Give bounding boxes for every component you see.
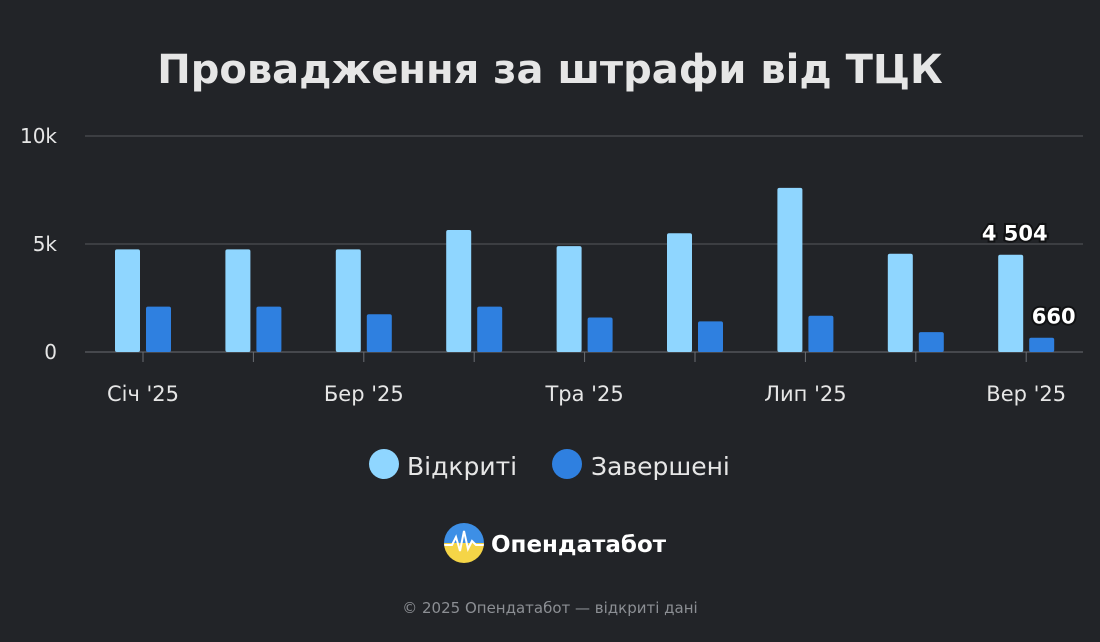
bar-opened[interactable] [335, 249, 361, 352]
credits[interactable]: © 2025 Опендатабот — відкриті дані [402, 599, 697, 617]
data-label: 660 [1032, 305, 1076, 329]
x-axis: Січ '25 Бер '25 Тра '25 Лип '25 Вер '25 [107, 352, 1066, 406]
brand-name: Опендатабот [491, 532, 667, 558]
bar-opened[interactable] [667, 233, 692, 352]
legend-label-closed: Завершені [591, 452, 730, 481]
bar-closed[interactable] [918, 332, 944, 352]
bars [115, 187, 1055, 352]
brand-logo-icon [444, 523, 484, 563]
chart-title: Провадження за штрафи від ТЦК [157, 47, 943, 93]
bar-opened[interactable] [446, 229, 472, 352]
legend-label-opened: Відкриті [407, 452, 517, 481]
bar-opened[interactable] [998, 254, 1024, 352]
x-tick-label: Вер '25 [986, 382, 1066, 406]
bar-closed[interactable] [1029, 337, 1055, 352]
data-labels: 4 504 660 [980, 220, 1078, 331]
bar-opened[interactable] [777, 187, 803, 352]
bar-closed[interactable] [256, 306, 282, 352]
legend-marker-opened [369, 449, 399, 479]
bar-closed[interactable] [587, 317, 613, 352]
x-tick-label: Бер '25 [324, 382, 404, 406]
legend-marker-closed [552, 449, 582, 479]
bar-opened[interactable] [556, 246, 582, 352]
x-tick-label: Січ '25 [107, 382, 179, 406]
y-tick-label: 0 [44, 340, 57, 364]
y-tick-label: 10k [20, 124, 57, 148]
bar-closed[interactable] [808, 315, 834, 352]
data-label: 4 504 [982, 222, 1048, 246]
bar-closed[interactable] [477, 306, 503, 352]
bar-closed[interactable] [366, 314, 392, 352]
bar-opened[interactable] [225, 249, 251, 352]
legend-item-opened[interactable]: Відкриті [369, 449, 517, 481]
brand-logo: Опендатабот [444, 523, 667, 563]
bar-closed[interactable] [698, 321, 723, 352]
bar-closed[interactable] [146, 306, 171, 352]
grid-lines [85, 135, 1083, 353]
x-tick-label: Лип '25 [764, 382, 846, 406]
bar-opened[interactable] [115, 249, 140, 352]
y-axis: 0 5k 10k [20, 124, 57, 364]
legend-item-closed[interactable]: Завершені [552, 449, 730, 481]
legend: Відкриті Завершені [369, 449, 730, 481]
bar-opened[interactable] [887, 253, 913, 352]
x-tick-label: Тра '25 [544, 382, 623, 406]
y-tick-label: 5k [33, 232, 58, 256]
